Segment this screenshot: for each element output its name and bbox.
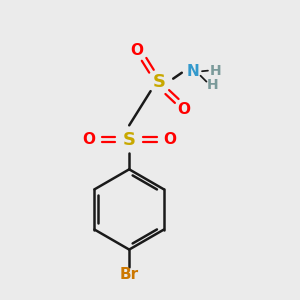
Text: O: O (82, 132, 96, 147)
Text: S: S (152, 73, 165, 91)
Text: H: H (207, 78, 218, 92)
Text: Br: Br (120, 267, 139, 282)
Text: O: O (178, 102, 191, 117)
Text: O: O (130, 43, 143, 58)
Text: O: O (163, 132, 176, 147)
Text: N: N (187, 64, 200, 79)
Text: S: S (123, 130, 136, 148)
Text: H: H (210, 64, 221, 78)
